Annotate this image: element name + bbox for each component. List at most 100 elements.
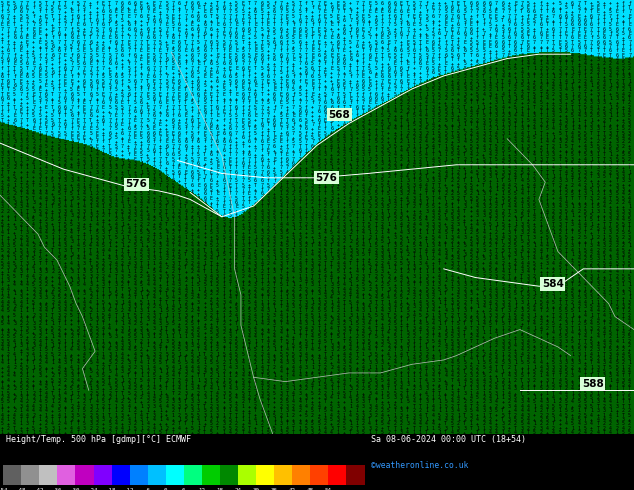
- Text: 1: 1: [482, 239, 485, 244]
- Text: T: T: [204, 152, 206, 157]
- Text: 3: 3: [70, 213, 73, 218]
- Text: 5: 5: [565, 187, 567, 192]
- Text: 1: 1: [584, 109, 586, 114]
- Text: 2: 2: [58, 326, 60, 331]
- Text: 1: 1: [102, 209, 105, 214]
- Text: +: +: [153, 187, 155, 192]
- Text: 4: 4: [482, 304, 485, 309]
- Text: 4: 4: [216, 248, 219, 253]
- Text: f: f: [349, 9, 352, 14]
- Text: 1: 1: [578, 248, 580, 253]
- Text: 6: 6: [425, 66, 428, 71]
- Text: 7: 7: [362, 100, 365, 105]
- Text: 3: 3: [571, 373, 574, 378]
- Text: T: T: [311, 178, 314, 183]
- Text: +: +: [590, 74, 593, 79]
- Text: T: T: [1, 408, 3, 413]
- Text: T: T: [597, 26, 599, 31]
- Text: +: +: [267, 9, 269, 14]
- Text: +: +: [305, 235, 307, 240]
- Text: 4: 4: [495, 261, 498, 266]
- Text: T: T: [489, 413, 491, 417]
- Text: +: +: [584, 118, 586, 122]
- Text: 4: 4: [419, 87, 422, 92]
- Text: 2: 2: [476, 118, 479, 122]
- Text: 2: 2: [64, 161, 67, 166]
- Text: +: +: [178, 430, 181, 435]
- Text: +: +: [337, 26, 339, 31]
- Text: 2: 2: [77, 170, 79, 174]
- Text: 2: 2: [495, 230, 498, 235]
- Text: 3: 3: [597, 408, 599, 413]
- Text: 4: 4: [590, 413, 593, 417]
- Text: 3: 3: [508, 235, 510, 240]
- Text: E: E: [280, 92, 282, 97]
- Text: 5: 5: [501, 213, 504, 218]
- Text: 2: 2: [96, 239, 98, 244]
- Text: 1: 1: [432, 395, 434, 400]
- Text: E: E: [108, 35, 111, 40]
- Text: +: +: [451, 139, 453, 144]
- Text: +: +: [299, 66, 301, 71]
- Text: +: +: [444, 221, 447, 227]
- Text: T: T: [343, 278, 346, 283]
- Text: 1: 1: [216, 387, 219, 392]
- Text: 4: 4: [559, 391, 561, 396]
- Text: 5: 5: [546, 235, 548, 240]
- Text: 1: 1: [413, 373, 415, 378]
- Text: 1: 1: [495, 183, 498, 188]
- Text: 2: 2: [318, 304, 320, 309]
- Text: 5: 5: [438, 44, 441, 49]
- Text: T: T: [229, 152, 231, 157]
- Text: T: T: [223, 408, 225, 413]
- Text: +: +: [39, 265, 41, 270]
- Text: 7: 7: [337, 118, 339, 122]
- Text: 6: 6: [172, 118, 174, 122]
- Text: 6: 6: [7, 48, 10, 53]
- Text: +: +: [172, 74, 174, 79]
- Text: 1: 1: [45, 321, 48, 326]
- Text: +: +: [267, 104, 269, 110]
- Text: 4: 4: [444, 218, 447, 222]
- Text: T: T: [216, 9, 219, 14]
- Text: 2: 2: [235, 430, 238, 435]
- Text: f: f: [20, 122, 22, 127]
- Text: T: T: [115, 44, 117, 49]
- Text: 2: 2: [210, 317, 212, 322]
- Text: 4: 4: [381, 235, 384, 240]
- Text: +: +: [482, 347, 485, 352]
- Text: 6: 6: [58, 109, 60, 114]
- Text: +: +: [387, 226, 390, 231]
- Text: 5: 5: [58, 144, 60, 148]
- Text: 4: 4: [432, 308, 434, 314]
- Text: 3: 3: [254, 213, 257, 218]
- Text: 1: 1: [248, 295, 250, 300]
- Text: 1: 1: [381, 126, 384, 131]
- Text: 5: 5: [172, 48, 174, 53]
- Text: T: T: [559, 48, 561, 53]
- Text: 2: 2: [26, 144, 29, 148]
- Text: 4: 4: [590, 421, 593, 426]
- Text: 4: 4: [432, 421, 434, 426]
- Text: +: +: [20, 96, 22, 101]
- Text: 4: 4: [470, 87, 472, 92]
- Text: T: T: [280, 300, 282, 305]
- Text: T: T: [45, 213, 48, 218]
- Text: f: f: [311, 22, 314, 27]
- Text: 3: 3: [184, 347, 187, 352]
- Text: 3: 3: [609, 131, 612, 136]
- Text: T: T: [508, 335, 510, 340]
- Text: 7: 7: [299, 61, 301, 66]
- Text: 5: 5: [419, 152, 422, 157]
- Text: 7: 7: [609, 44, 612, 49]
- Text: 6: 6: [273, 9, 276, 14]
- Text: 1: 1: [603, 191, 605, 196]
- Text: 6: 6: [533, 9, 536, 14]
- Text: 3: 3: [438, 326, 441, 331]
- Text: 4: 4: [597, 252, 599, 257]
- Text: +: +: [470, 330, 472, 335]
- Text: E: E: [134, 152, 136, 157]
- Text: 4: 4: [324, 417, 327, 422]
- Text: 6: 6: [1, 74, 3, 79]
- Text: 2: 2: [565, 304, 567, 309]
